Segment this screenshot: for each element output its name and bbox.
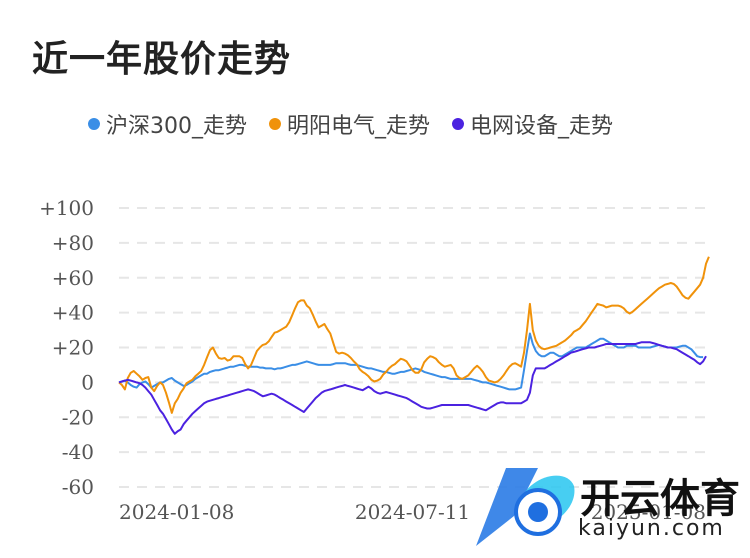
watermark-brand: 开云体育 xyxy=(580,476,740,522)
kaiyun-logo-icon xyxy=(476,468,575,546)
legend-marker xyxy=(88,118,100,130)
y-tick-label: +100 xyxy=(39,196,94,220)
legend-item[interactable]: 明阳电气_走势 xyxy=(269,108,430,140)
y-tick-label: -20 xyxy=(62,405,94,429)
series-line xyxy=(118,341,707,435)
y-tick-label: +40 xyxy=(52,301,94,325)
legend-marker xyxy=(269,118,281,130)
y-tick-label: +60 xyxy=(52,266,94,290)
y-tick-label: +20 xyxy=(52,336,94,360)
legend-label: 沪深300_走势 xyxy=(106,114,247,139)
legend-label: 电网设备_走势 xyxy=(470,114,614,139)
y-tick-label: -40 xyxy=(62,440,94,464)
legend-item[interactable]: 电网设备_走势 xyxy=(452,108,613,140)
watermark-domain: kaiyun.com xyxy=(578,516,725,541)
x-tick-label: 2025-01-08 xyxy=(591,500,706,524)
x-tick-label: 2024-01-08 xyxy=(119,500,234,524)
chart-legend: 沪深300_走势 明阳电气_走势 电网设备_走势 xyxy=(88,108,635,140)
grid-lines xyxy=(119,207,706,488)
y-tick-label: 0 xyxy=(81,370,94,394)
y-tick-label: +80 xyxy=(52,231,94,255)
x-tick-label: 2024-07-11 xyxy=(355,500,470,524)
x-axis-ticks: 2024-01-08 2024-07-11 2025-01-08 xyxy=(119,500,706,524)
series-lines xyxy=(118,256,710,435)
legend-label: 明阳电气_走势 xyxy=(287,114,431,139)
legend-item[interactable]: 沪深300_走势 xyxy=(88,108,247,140)
y-axis-ticks: +100 +80 +60 +40 +20 0 -20 -40 -60 xyxy=(39,196,94,499)
series-line xyxy=(118,256,710,414)
legend-marker xyxy=(452,118,465,130)
watermark-logo: 开云体育 kaiyun.com xyxy=(466,456,750,556)
page-title: 近一年股价走势 xyxy=(32,39,292,80)
series-line xyxy=(118,332,704,391)
y-tick-label: -60 xyxy=(62,475,94,499)
